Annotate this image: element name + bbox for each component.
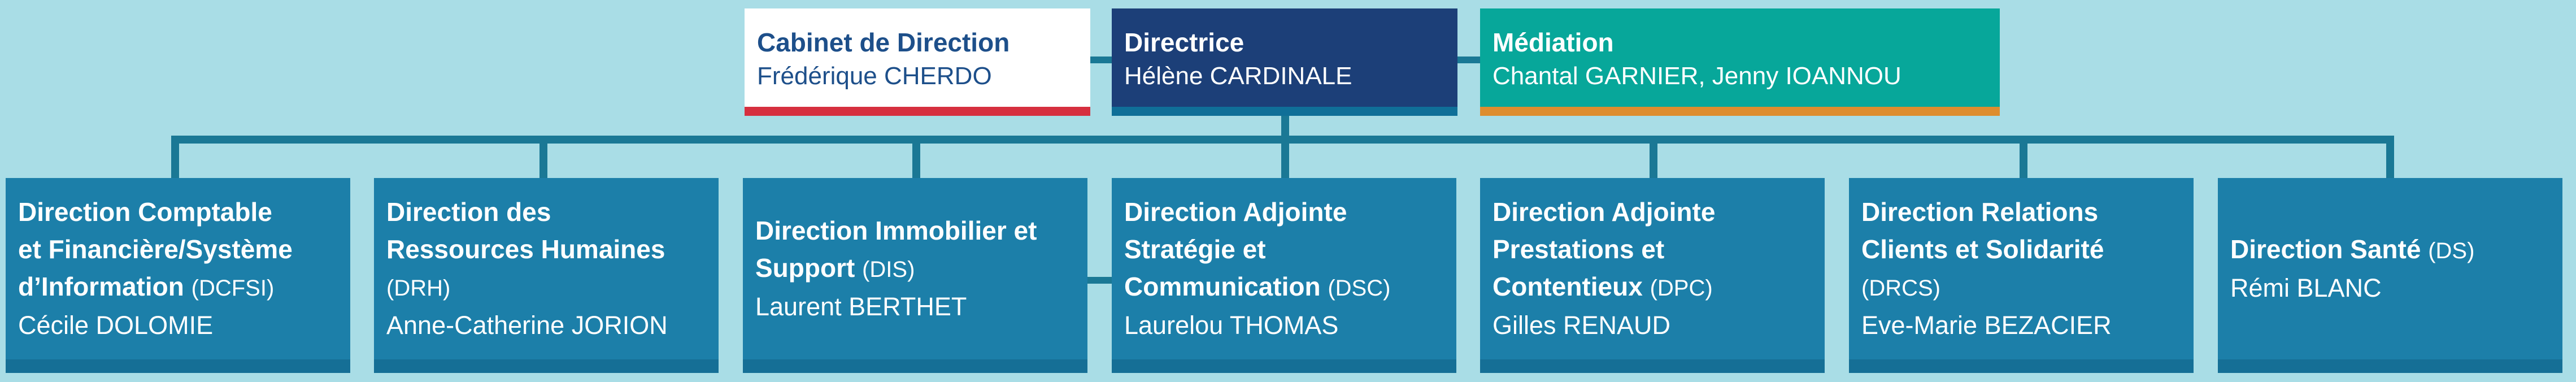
direction-box-drcs: Direction Relations Clients et Solidarit… [1849, 178, 2194, 373]
connector-side [1085, 277, 1113, 284]
direction-head-name: Laurelou THOMAS [1124, 311, 1339, 340]
direction-head-name: Gilles RENAUD [1492, 311, 1671, 340]
connector-drop-3 [912, 136, 920, 181]
direction-box-dpc: Direction Adjointe Prestations et Conten… [1480, 178, 1825, 373]
direction-box-ds: Direction Santé (DS) Rémi BLANC [2218, 178, 2562, 373]
connector-drop-1 [171, 136, 179, 181]
direction-title-text: Direction Adjointe Stratégie et Communic… [1124, 197, 1347, 301]
direction-box-dis: Direction Immobilier et Support (DIS) La… [743, 178, 1087, 373]
connector-drop-4 [1281, 136, 1289, 181]
direction-title: Direction Adjointe Prestations et Conten… [1492, 193, 1825, 307]
directrice-name: Hélène CARDINALE [1124, 62, 1352, 90]
connector-drop-6 [2020, 136, 2027, 181]
direction-title: Direction Immobilier et Support (DIS) [755, 212, 1087, 288]
direction-title: Direction Adjointe Stratégie et Communic… [1124, 193, 1456, 307]
direction-head-name: Anne-Catherine JORION [386, 311, 668, 340]
direction-title-text: Direction Adjointe Prestations et Conten… [1492, 197, 1716, 301]
direction-head-name: Rémi BLANC [2230, 274, 2382, 302]
direction-code: (DRCS) [1861, 276, 1940, 301]
connector-drop-7 [2386, 136, 2394, 181]
direction-title-text: Direction des Ressources Humaines [386, 197, 665, 264]
connector-trunk [1281, 116, 1289, 141]
mediation-name: Chantal GARNIER, Jenny IOANNOU [1492, 62, 1901, 90]
connector-drop-5 [1650, 136, 1657, 181]
cabinet-box: Cabinet de Direction Frédérique CHERDO [745, 8, 1090, 116]
direction-title: Direction Relations Clients et Solidarit… [1861, 193, 2194, 307]
direction-box-dcfsi: Direction Comptable et Financière/Systèm… [6, 178, 350, 373]
direction-title: Direction des Ressources Humaines (DRH) [386, 193, 719, 307]
cabinet-title: Cabinet de Direction [757, 28, 1010, 57]
direction-head-name: Laurent BERTHET [755, 292, 967, 321]
directrice-title: Directrice [1124, 28, 1245, 57]
connector-drop-2 [539, 136, 547, 181]
direction-box-drh: Direction des Ressources Humaines (DRH) … [374, 178, 719, 373]
direction-title: Direction Santé (DS) [2230, 231, 2562, 270]
direction-title-text: Direction Relations Clients et Solidarit… [1861, 197, 2104, 264]
direction-title: Direction Comptable et Financière/Systèm… [18, 193, 350, 307]
direction-code: (DS) [2428, 238, 2475, 263]
direction-code: (DCFSI) [191, 276, 275, 301]
directrice-box: Directrice Hélène CARDINALE [1112, 8, 1457, 116]
direction-title-text: Direction Immobilier et Support [755, 216, 1037, 283]
direction-code: (DSC) [1328, 276, 1391, 301]
mediation-box: Médiation Chantal GARNIER, Jenny IOANNOU [1480, 8, 2000, 116]
mediation-title: Médiation [1492, 28, 1614, 57]
direction-title-text: Direction Comptable et Financière/Systèm… [18, 197, 293, 301]
direction-code: (DRH) [386, 276, 451, 301]
direction-code: (DIS) [862, 257, 915, 282]
direction-title-text: Direction Santé [2230, 235, 2421, 264]
cabinet-name: Frédérique CHERDO [757, 62, 992, 90]
direction-code: (DPC) [1650, 276, 1713, 301]
direction-head-name: Cécile DOLOMIE [18, 311, 214, 340]
direction-head-name: Eve-Marie BEZACIER [1861, 311, 2112, 340]
direction-box-dsc: Direction Adjointe Stratégie et Communic… [1112, 178, 1456, 373]
